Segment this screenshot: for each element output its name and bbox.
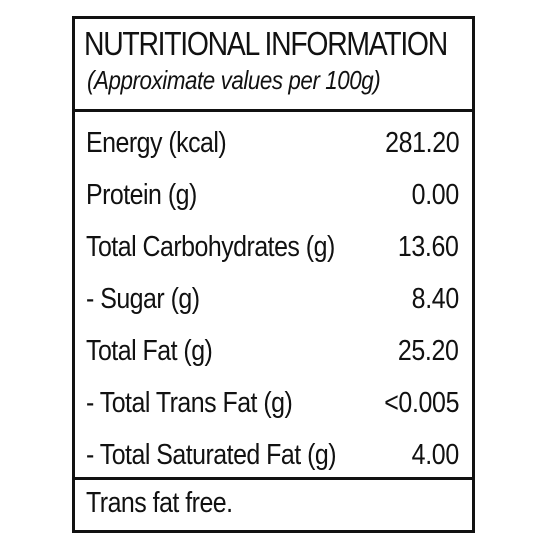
nutrient-row-carbohydrates: Total Carbohydrates (g) 13.60: [75, 223, 472, 273]
nutrient-row-sugar: - Sugar (g) 8.40: [75, 275, 472, 325]
nutrient-value: 281.20: [384, 127, 460, 159]
nutrient-row-energy: Energy (kcal) 281.20: [75, 119, 472, 169]
label-footer: Trans fat free.: [75, 477, 472, 533]
nutrient-row-protein: Protein (g) 0.00: [75, 171, 472, 221]
nutrient-row-saturated-fat: - Total Saturated Fat (g) 4.00: [75, 431, 472, 481]
nutrient-name: - Total Trans Fat (g): [86, 387, 293, 419]
nutrition-label: NUTRITIONAL INFORMATION (Approximate val…: [72, 16, 475, 533]
nutrient-value: 13.60: [398, 231, 459, 263]
nutrient-value: 25.20: [398, 335, 459, 367]
label-header: NUTRITIONAL INFORMATION (Approximate val…: [75, 19, 472, 112]
label-subtitle: (Approximate values per 100g): [87, 65, 381, 95]
label-title: NUTRITIONAL INFORMATION: [84, 25, 448, 62]
nutrient-name: Protein (g): [86, 179, 197, 211]
nutrient-name: Energy (kcal): [86, 127, 227, 159]
footer-note: Trans fat free.: [86, 487, 233, 519]
nutrient-name: - Sugar (g): [86, 283, 200, 315]
nutrient-value: 4.00: [411, 439, 460, 471]
nutrient-value: 8.40: [411, 283, 460, 315]
nutrient-name: Total Fat (g): [86, 335, 213, 367]
nutrient-value: 0.00: [411, 179, 460, 211]
nutrient-row-total-fat: Total Fat (g) 25.20: [75, 327, 472, 377]
nutrient-value: <0.005: [384, 387, 459, 419]
nutrient-row-trans-fat: - Total Trans Fat (g) <0.005: [75, 379, 472, 429]
nutrient-name: - Total Saturated Fat (g): [86, 439, 337, 471]
nutrient-name: Total Carbohydrates (g): [86, 231, 335, 263]
